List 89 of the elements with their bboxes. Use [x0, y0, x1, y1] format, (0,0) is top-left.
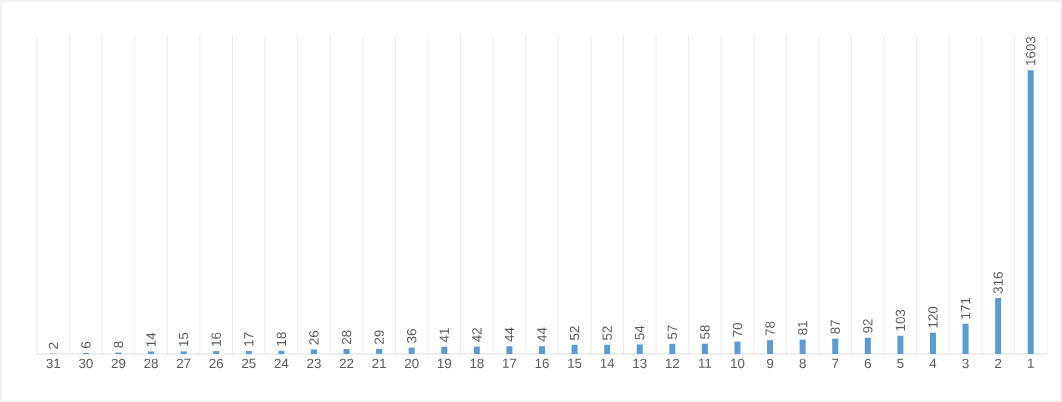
x-tick-label: 10: [731, 358, 745, 369]
x-tick-label: 30: [78, 358, 93, 369]
data-label: 52: [602, 326, 612, 340]
x-tick-label: 15: [568, 358, 582, 368]
bar: [278, 350, 285, 354]
data-label: 29: [374, 330, 384, 344]
bar: [864, 337, 871, 354]
x-tick-label: 20: [404, 358, 419, 369]
bar: [669, 343, 676, 354]
data-label: 42: [472, 328, 482, 342]
data-label: 44: [537, 327, 547, 342]
x-tick-label: 4: [929, 358, 937, 368]
data-label: 52: [569, 326, 580, 340]
data-label: 14: [146, 332, 156, 347]
data-label: 70: [732, 323, 743, 337]
data-label: 8: [113, 341, 124, 348]
x-tick-label: 29: [111, 358, 126, 369]
bar: [1027, 70, 1034, 354]
x-tick-label: 7: [832, 358, 839, 368]
bar: [571, 344, 578, 354]
x-tick-label: 16: [535, 358, 549, 369]
data-label: 26: [309, 330, 319, 345]
bar: [701, 343, 708, 354]
data-label: 58: [700, 325, 710, 339]
bar: [799, 339, 806, 354]
bar: [408, 347, 415, 354]
bar: [897, 335, 904, 354]
data-label: 316: [993, 272, 1003, 294]
x-tick-label: 25: [242, 358, 256, 369]
bar: [376, 348, 383, 354]
data-label: 28: [341, 330, 352, 345]
bar: [604, 344, 611, 354]
bar: [539, 346, 546, 354]
bar: [767, 340, 774, 354]
bar: [310, 349, 317, 354]
x-tick-label: 19: [437, 358, 452, 369]
x-tick-label: 28: [144, 358, 158, 369]
bar: [180, 351, 187, 354]
x-tick-label: 5: [897, 358, 904, 368]
data-label: 54: [635, 325, 645, 340]
bar: [343, 349, 350, 354]
x-tick-label: 1: [1028, 358, 1034, 368]
x-tick-label: 24: [274, 358, 289, 369]
x-tick-label: 12: [665, 358, 680, 369]
bar: [995, 298, 1002, 354]
data-label: 78: [765, 321, 775, 336]
bar: [473, 346, 480, 354]
x-tick-label: 21: [372, 358, 386, 369]
data-label: 2: [48, 342, 58, 349]
x-tick-label: 31: [46, 358, 61, 369]
data-label: 41: [439, 328, 449, 343]
data-label: 57: [667, 325, 677, 340]
data-label: 81: [797, 321, 808, 335]
bar: [929, 332, 936, 354]
data-label: 44: [504, 327, 515, 342]
x-tick-label: 11: [699, 358, 712, 368]
data-label: 6: [81, 341, 91, 348]
bar: [734, 341, 741, 354]
x-tick-label: 14: [600, 358, 615, 368]
x-tick-label: 13: [633, 358, 647, 369]
x-tick-label: 27: [176, 358, 191, 369]
data-label: 92: [863, 319, 873, 333]
x-tick-label: 8: [799, 358, 806, 369]
x-tick-label: 23: [307, 358, 321, 369]
data-label: 15: [178, 332, 189, 347]
bar: [441, 346, 448, 354]
data-label: 36: [406, 329, 417, 343]
x-tick-label: 2: [995, 358, 1002, 369]
x-tick-label: 3: [962, 358, 969, 369]
x-tick-label: 18: [470, 358, 484, 369]
bar: [506, 346, 513, 354]
x-tick-label: 22: [339, 358, 354, 369]
data-label: 87: [830, 320, 840, 334]
data-label: 171: [960, 297, 971, 319]
data-label: 120: [928, 306, 938, 328]
data-label: 103: [895, 309, 906, 331]
data-label: 1603: [1025, 36, 1036, 65]
bar: [962, 323, 969, 354]
x-tick-label: 6: [864, 358, 871, 369]
bar: [832, 338, 839, 354]
bar: [636, 344, 643, 354]
data-label: 18: [276, 332, 287, 346]
x-tick-label: 9: [766, 358, 774, 369]
bar: [213, 351, 220, 354]
data-label: 17: [244, 332, 254, 346]
x-tick-label: 26: [209, 358, 224, 369]
data-label: 16: [211, 332, 221, 346]
x-tick-label: 17: [503, 358, 517, 368]
bar: [245, 350, 252, 354]
